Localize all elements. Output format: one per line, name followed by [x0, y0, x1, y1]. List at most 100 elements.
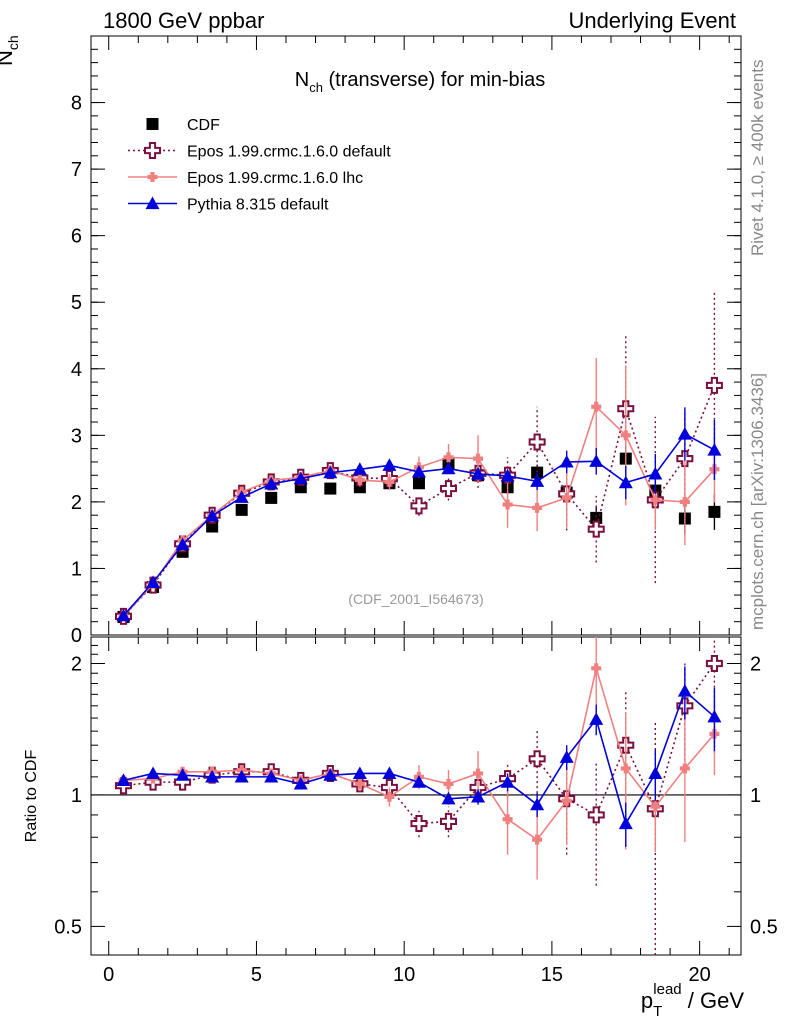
header-left: 1800 GeV ppbar [103, 8, 265, 33]
y-tick-label: 5 [71, 292, 82, 314]
data-point-marker [589, 712, 604, 725]
legend-label: Epos 1.99.crmc.1.6.0 default [187, 144, 391, 161]
x-tick-label: 10 [393, 964, 415, 986]
data-point-marker [530, 474, 545, 487]
x-tick-label: 5 [251, 964, 262, 986]
data-point-marker [410, 815, 428, 833]
data-point-marker [205, 508, 220, 522]
y-tick-label: 7 [71, 159, 82, 181]
data-point-marker [473, 453, 484, 464]
data-point-marker [618, 475, 633, 489]
data-point-marker [175, 537, 190, 551]
y-tick-label: 2 [71, 492, 82, 514]
data-point-marker [561, 795, 572, 806]
ratio-y-tick-label: 1 [71, 785, 82, 807]
data-point-marker [354, 474, 365, 485]
data-point-marker [532, 834, 543, 845]
data-point-marker [587, 520, 605, 538]
data-point-marker [234, 769, 249, 783]
ratio-y-tick-label-right: 1 [750, 785, 761, 807]
y-tick-label: 8 [71, 93, 82, 115]
ratio-y-tick-label-right: 0.5 [750, 916, 778, 938]
data-point-marker [500, 468, 515, 482]
x-tick-label: 0 [103, 964, 114, 986]
data-point-marker [175, 768, 190, 781]
data-point-marker [591, 663, 602, 674]
ratio-y-tick-label-right: 2 [750, 654, 761, 676]
rivet-info: Rivet 4.1.0, ≥ 400k events [748, 59, 767, 256]
data-point-marker [352, 462, 367, 475]
data-point-marker [620, 763, 631, 774]
data-point-marker [293, 471, 308, 485]
data-point-marker [144, 142, 161, 159]
data-point-marker [145, 196, 160, 210]
data-point-marker [384, 791, 395, 802]
data-point-marker [411, 464, 426, 478]
data-point-marker [561, 492, 572, 503]
ratio-y-tick-label: 0.5 [54, 916, 82, 938]
data-point-marker [679, 763, 690, 774]
data-point-marker [708, 505, 721, 518]
data-point-marker [650, 801, 661, 812]
ratio-y-tick-label: 2 [71, 654, 82, 676]
data-point-marker [679, 496, 690, 507]
data-point-marker [384, 476, 395, 487]
header-right: Underlying Event [568, 8, 736, 33]
mcplots-info: mcplots.cern.ch [arXiv:1306.3436] [748, 372, 767, 630]
data-point-marker [146, 118, 159, 130]
ratio-series-layer [115, 637, 723, 955]
data-point-marker [502, 499, 513, 510]
data-point-marker [532, 502, 543, 513]
data-point-marker [264, 769, 279, 783]
data-point-marker [234, 490, 249, 503]
x-tick-label: 15 [541, 964, 563, 986]
data-point-marker [648, 466, 663, 480]
data-point-marker [705, 376, 723, 394]
main-series-layer [115, 290, 723, 625]
data-point-marker [677, 684, 692, 697]
data-point-marker [589, 454, 604, 467]
x-tick-label: 20 [689, 964, 711, 986]
data-point-marker [146, 575, 161, 589]
data-point-marker [707, 442, 722, 456]
data-point-marker [147, 172, 158, 182]
data-point-marker [471, 466, 486, 480]
x-axis-label: pTlead / GeV [641, 981, 744, 1020]
data-point-marker [591, 401, 602, 412]
data-point-marker [528, 433, 546, 451]
series-3 [116, 407, 722, 622]
data-point-marker [205, 769, 220, 783]
data-point-marker [650, 494, 661, 505]
main-axis-ticks: 0 1 2 3 4 5 6 7 8 [71, 35, 741, 647]
data-point-marker [324, 482, 337, 495]
data-point-marker [620, 430, 631, 441]
legend-label: Pythia 8.315 default [187, 197, 329, 214]
ratio-frame [90, 636, 742, 956]
ratio-y-axis-label: Ratio to CDF [23, 750, 40, 843]
data-point-marker [441, 461, 456, 475]
data-point-marker [382, 458, 397, 471]
legend-label: Epos 1.99.crmc.1.6.0 lhc [187, 170, 363, 187]
data-point-marker [618, 816, 633, 830]
main-plot-title: Nch (transverse) for min-bias [295, 69, 545, 95]
data-point-marker [440, 812, 457, 830]
ratio-panel: 0 5 10 15 20 0.5 0.5 1 1 2 2 Ratio to CDF pTlead /… [23, 636, 778, 1020]
data-point-marker [471, 789, 486, 803]
data-point-marker [412, 477, 425, 490]
data-point-marker [500, 775, 515, 788]
main-frame [90, 35, 742, 636]
data-point-marker [410, 497, 428, 515]
y-tick-label: 4 [71, 359, 82, 381]
data-point-marker [354, 778, 365, 789]
data-point-marker [590, 511, 603, 524]
ratio-axis-ticks: 0 5 10 15 20 0.5 0.5 1 1 2 2 [54, 637, 778, 986]
legend: CDF Epos 1.99.crmc.1.6.0 default Epos 1.99… [128, 117, 391, 214]
data-point-marker [530, 797, 545, 811]
data-point-marker [648, 766, 663, 780]
data-point-marker [677, 427, 692, 440]
data-point-marker [265, 491, 278, 504]
data-point-marker [352, 766, 367, 780]
y-tick-label: 3 [71, 425, 82, 447]
main-y-axis-label: Nch [0, 35, 21, 66]
data-point-marker [705, 655, 723, 673]
